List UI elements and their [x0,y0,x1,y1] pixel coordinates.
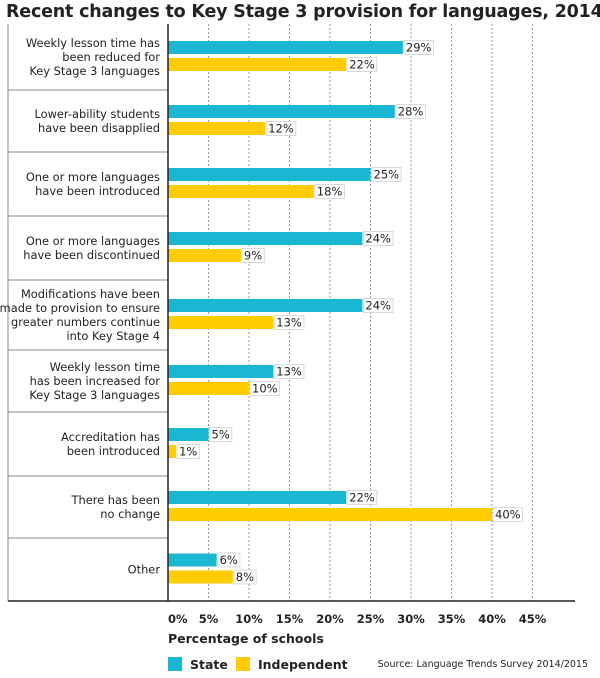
x-tick-label: 25% [357,612,385,626]
independent-bar [168,249,241,262]
independent-value-label: 10% [252,382,278,396]
x-tick-label: 0% [168,612,188,626]
category-label: been introduced [67,444,160,458]
state-value-label: 29% [406,41,432,55]
state-bar [168,105,395,118]
x-tick-label: 10% [235,612,263,626]
state-value-box [395,104,426,119]
state-value-box [217,552,241,568]
category-label: greater numbers continue [11,315,160,329]
state-bar [168,428,209,441]
independent-bar [168,185,314,198]
state-value-label: 6% [220,553,238,567]
category-label: Key Stage 3 languages [29,388,160,402]
category-label: There has been [71,493,160,507]
category-label: Accreditation has [61,430,160,444]
source-note: Source: Language Trends Survey 2014/2015 [377,659,588,670]
state-value-label: 22% [349,491,375,505]
category-label: Weekly lesson time has [26,36,160,50]
state-value-box [209,427,233,442]
category-label: no change [100,507,160,521]
state-value-label: 5% [212,428,230,442]
independent-value-box [249,381,281,396]
x-tick-label: 30% [397,612,425,626]
state-value-box [403,40,434,55]
independent-value-label: 40% [495,508,521,522]
state-value-label: 28% [398,105,424,119]
independent-value-label: 22% [349,58,375,72]
legend-item-independent: Independent [236,657,348,672]
independent-value-box [233,569,257,585]
state-bar [168,299,363,312]
state-value-box [362,298,394,313]
state-value-box [346,490,378,505]
independent-value-box [273,315,305,330]
legend-item-state: State [168,657,228,672]
x-tick-label: 15% [276,612,304,626]
independent-value-label: 1% [179,445,197,459]
independent-bar [168,316,274,329]
category-label: made to provision to ensure [0,301,160,315]
independent-bar [168,508,492,521]
independent-bar [168,570,233,584]
state-bar [168,553,217,567]
state-bar [168,232,363,245]
category-label: Lower-ability students [34,107,160,121]
legend-label-independent: Independent [258,657,348,672]
state-bar [168,491,347,504]
state-value-label: 24% [365,232,391,246]
independent-value-box [265,121,297,136]
independent-value-label: 13% [276,316,302,330]
independent-bar [168,122,266,135]
category-label: One or more languages [26,234,160,248]
category-label: into Key Stage 4 [67,329,161,343]
independent-bar [168,445,177,458]
independent-value-label: 12% [268,122,294,136]
legend-swatch-state [168,657,182,671]
category-label: Weekly lesson time [50,360,160,374]
category-label: have been introduced [35,184,160,198]
state-value-box [362,231,394,246]
state-value-box [371,167,402,182]
independent-value-label: 9% [244,249,262,263]
independent-bar [168,382,249,395]
x-tick-label: 35% [438,612,466,626]
independent-value-box [314,184,345,199]
x-tick-label: 20% [316,612,344,626]
state-bar [168,41,403,54]
independent-value-box [346,57,378,72]
x-tick-label: 40% [478,612,506,626]
category-label: Modifications have been [21,287,160,301]
state-value-label: 13% [276,365,302,379]
category-label: has been increased for [30,374,161,388]
category-label: One or more languages [26,170,160,184]
chart-title: Recent changes to Key Stage 3 provision … [6,2,600,22]
independent-value-label: 18% [317,185,343,199]
state-value-box [273,364,305,379]
x-tick-label: 45% [519,612,547,626]
category-label: Key Stage 3 languages [29,64,160,78]
legend-swatch-independent [236,657,250,671]
legend-label-state: State [190,657,228,672]
state-value-label: 24% [365,299,391,313]
x-axis-label: Percentage of schools [168,631,324,646]
independent-value-box [492,507,524,522]
state-value-label: 25% [374,168,400,182]
independent-value-box [241,248,265,263]
x-tick-label: 5% [199,612,219,626]
independent-value-label: 8% [236,570,254,584]
category-label: been reduced for [62,50,160,64]
state-bar [168,168,371,181]
independent-value-box [176,444,200,459]
independent-bar [168,58,347,71]
category-label: have been discontinued [23,248,160,262]
state-bar [168,365,274,378]
category-label: have been disapplied [38,121,160,135]
category-label: Other [128,563,161,577]
